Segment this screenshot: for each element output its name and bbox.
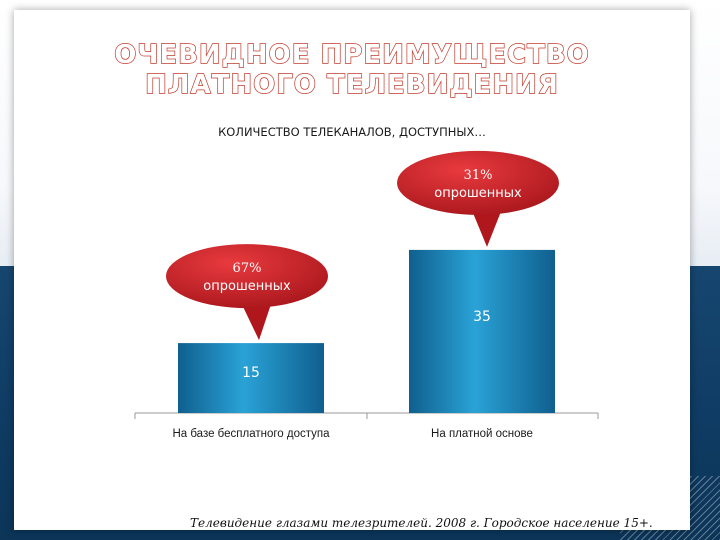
- title-line-1: ОЧЕВИДНОЕ ПРЕИМУЩЕСТВО: [114, 39, 590, 70]
- bars-group: [178, 249, 555, 413]
- labels-group: 15 На базе бесплатного доступа 67% опрошенн…: [172, 168, 532, 440]
- callouts-group: [166, 150, 559, 341]
- slide-title: ОЧЕВИДНОЕ ПРЕИМУЩЕСТВО ПЛАТНОГО ТЕЛЕВИДЕ…: [14, 39, 690, 100]
- category-label: На платной основе: [431, 428, 533, 440]
- bar-2: [409, 249, 555, 413]
- bar-value-label: 35: [473, 309, 491, 325]
- callout-bubble: [397, 150, 559, 215]
- bar-1: [178, 343, 324, 413]
- title-line-2: ПЛАТНОГО ТЕЛЕВИДЕНИЯ: [144, 69, 559, 100]
- slide-card: [14, 10, 690, 530]
- category-label: На базе бесплатного доступа: [172, 428, 330, 440]
- chart-subtitle: КОЛИЧЕСТВО ТЕЛЕКАНАЛОВ, ДОСТУПНЫХ…: [218, 125, 486, 139]
- chart-axis: [134, 412, 599, 419]
- callout-text: опрошенных: [434, 186, 522, 201]
- callout-percent: 67%: [233, 261, 262, 276]
- source-footnote: Телевидение глазами телезрителей. 2008 г…: [190, 516, 653, 530]
- bar-value-label: 15: [242, 365, 260, 381]
- callout-text: опрошенных: [203, 279, 291, 294]
- callout-percent: 31%: [464, 168, 493, 183]
- callout-bubble: [166, 244, 328, 309]
